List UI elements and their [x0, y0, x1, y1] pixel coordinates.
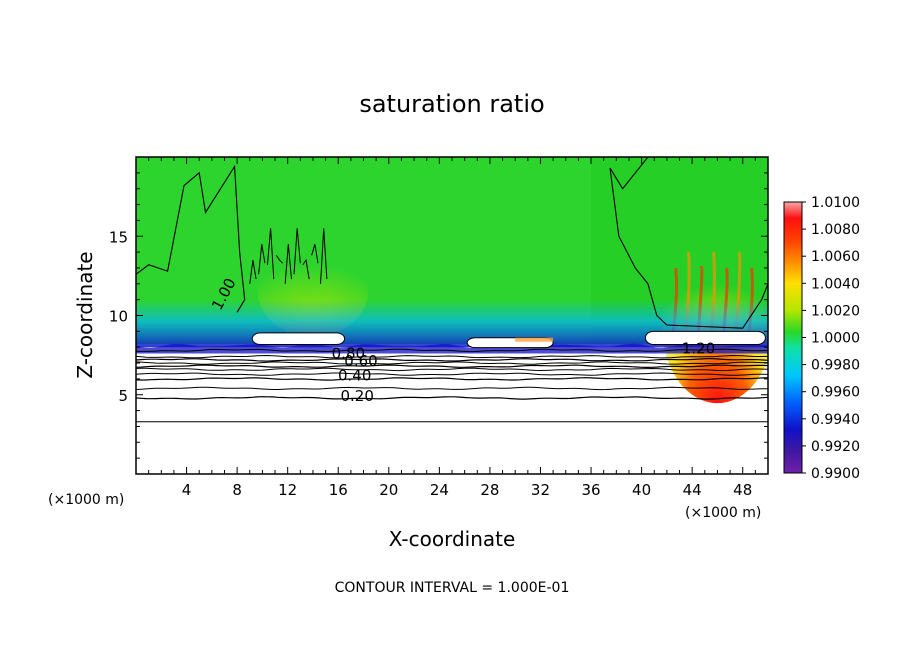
- colorbar-tick-label: 1.0020: [811, 303, 860, 319]
- contour-interval-note: CONTOUR INTERVAL = 1.000E-01: [335, 580, 570, 596]
- colorbar-tick-label: 1.0040: [811, 276, 860, 292]
- contour-label: 0.20: [340, 387, 373, 405]
- y-tick-label: 15: [109, 228, 128, 246]
- colorbar-tick-label: 0.9900: [811, 466, 860, 482]
- colorbar-ticks: 1.0100 1.0080 1.0060 1.0040 1.0020 1.0000 0.99…: [802, 195, 860, 482]
- colorbar-tick-label: 0.9920: [811, 439, 860, 455]
- y-axis-label: Z-coordinate: [73, 251, 97, 378]
- contour-fragment: [284, 244, 292, 284]
- x-tick-label: 16: [329, 481, 348, 499]
- contour-fragment: [266, 228, 275, 280]
- cloud-tint: [515, 337, 554, 342]
- contour-line: [136, 377, 768, 381]
- colorbar-tick-label: 1.0080: [811, 222, 860, 238]
- contour-fragment: [320, 228, 328, 284]
- x-unit-left: (×1000 m): [48, 492, 124, 508]
- x-axis-label: X-coordinate: [389, 527, 516, 551]
- contour-label: 0.40: [338, 366, 371, 384]
- contour-fragment: [249, 259, 257, 284]
- contour-line: [136, 361, 768, 365]
- contour-line: [136, 354, 768, 359]
- colorbar-tick-label: 1.0060: [811, 249, 860, 265]
- y-tick-label: 10: [109, 308, 128, 326]
- contour-1-00-right: [609, 157, 768, 329]
- x-tick-label: 48: [733, 481, 752, 499]
- colorbar-tick-label: 0.9960: [811, 385, 860, 401]
- chart-title: saturation ratio: [359, 90, 544, 118]
- contour-line: [136, 396, 768, 400]
- cloud-right: [644, 330, 766, 345]
- contour-fragment: [311, 244, 319, 264]
- x-tick-label: 20: [379, 481, 398, 499]
- x-unit-right: (×1000 m): [685, 505, 761, 521]
- contour-fragment: [302, 258, 310, 280]
- colorbar-tick-label: 1.0100: [811, 195, 860, 211]
- contour-line: [136, 367, 768, 372]
- contour-line: [136, 372, 768, 376]
- contour-lines: 0.200.400.600.801.001.20: [136, 157, 768, 423]
- x-tick-label: 4: [182, 481, 192, 499]
- contour-line: [136, 348, 768, 353]
- x-tick-label: 40: [632, 481, 651, 499]
- x-tick-label: 36: [581, 481, 600, 499]
- contour-fragment: [275, 254, 283, 264]
- colorbar: [783, 201, 803, 474]
- x-tick-label: 32: [531, 481, 550, 499]
- colorbar-tick-label: 0.9940: [811, 412, 860, 428]
- contour-line: [136, 386, 768, 391]
- colorbar-tick-label: 0.9980: [811, 358, 860, 374]
- colorbar-tick-label: 1.0000: [811, 331, 860, 347]
- x-axis-ticks: 4 8 12 16 20 24 28 32 36 40 44 48: [148, 157, 756, 499]
- contour-line: [136, 358, 768, 362]
- x-tick-label: 28: [480, 481, 499, 499]
- y-tick-label: 5: [118, 387, 128, 405]
- contour-label: 0.80: [332, 344, 365, 362]
- x-tick-label: 44: [683, 481, 702, 499]
- contour-1-00-left: [136, 164, 246, 313]
- x-tick-label: 8: [232, 481, 242, 499]
- contour-fragment: [293, 228, 301, 275]
- x-tick-label: 24: [430, 481, 449, 499]
- contour-label: 1.20: [682, 340, 715, 358]
- contour-label: 0.60: [344, 352, 377, 370]
- contour-fragment: [258, 244, 266, 275]
- y-axis-ticks: 5 10 15: [109, 172, 768, 459]
- cloud-left: [251, 332, 346, 345]
- x-tick-label: 12: [278, 481, 297, 499]
- contour-line: [136, 364, 768, 369]
